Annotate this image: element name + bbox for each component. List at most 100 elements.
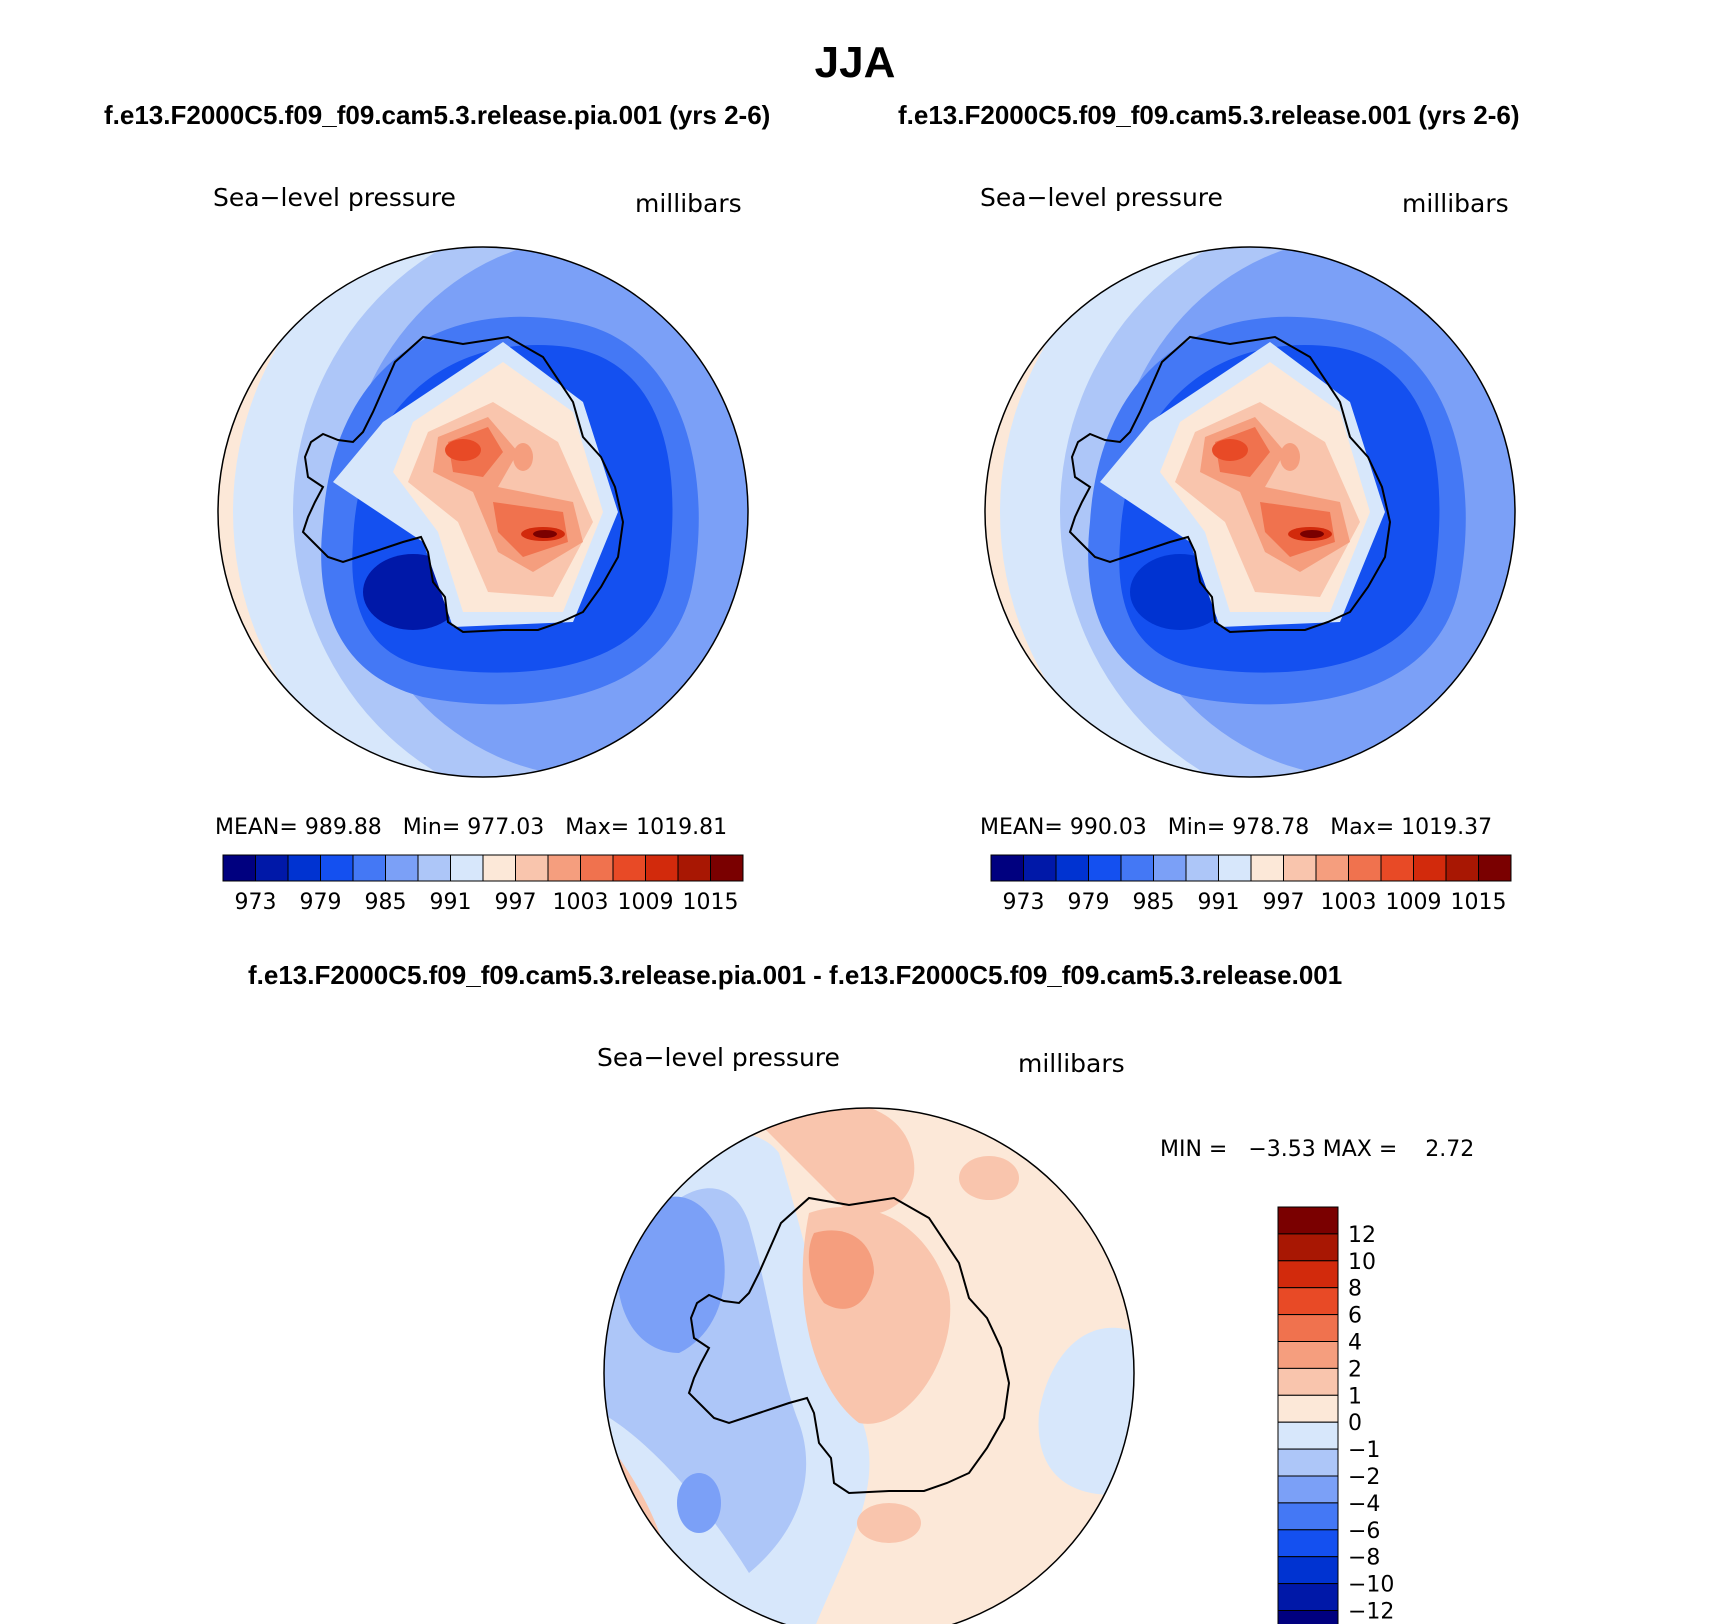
diff-colorbar-box (1277, 1394, 1339, 1423)
colorbar-box (1445, 854, 1479, 882)
diff-colorbar-box (1277, 1233, 1339, 1262)
left-min-label: Min= (402, 815, 461, 840)
colorbar-tick-label: 997 (1263, 890, 1305, 915)
diff-colorbar-box (1277, 1260, 1339, 1289)
diff-colorbar-box (1277, 1448, 1339, 1477)
left-mean-value: 989.88 (304, 815, 382, 840)
diff-colorbar-tick-label: 1 (1348, 1384, 1362, 1409)
colorbar-tick-label: 1009 (1386, 890, 1442, 915)
diff-colorbar-tick-label: −1 (1348, 1438, 1380, 1463)
diff-colorbar-tick-label: −8 (1348, 1546, 1380, 1571)
colorbar-tick-label: 1003 (553, 890, 609, 915)
right-units-label: millibars (1402, 189, 1509, 218)
diff-colorbar-tick-label: −4 (1348, 1492, 1380, 1517)
right-stats: MEAN= 990.03 Min= 978.78 Max= 1019.37 (980, 815, 1492, 840)
left-mean-label: MEAN= (215, 815, 298, 840)
map-diff-border (603, 1107, 1135, 1624)
colorbar-tick-label: 973 (235, 890, 277, 915)
colorbar-box (677, 854, 711, 882)
diff-colorbar-box (1277, 1610, 1339, 1624)
colorbar-box (352, 854, 386, 882)
colorbar-tick-label: 997 (495, 890, 537, 915)
colorbar-box (1315, 854, 1349, 882)
diff-colorbar-box (1277, 1475, 1339, 1504)
left-case-title: f.e13.F2000C5.f09_f09.cam5.3.release.pia… (104, 100, 771, 130)
colorbar-box (1120, 854, 1154, 882)
diff-colorbar-tick-label: 2 (1348, 1357, 1362, 1382)
map-right-border (984, 246, 1516, 778)
island-2 (228, 361, 236, 369)
right-min-label: Min= (1167, 815, 1226, 840)
right-max-value: 1019.37 (1401, 815, 1493, 840)
colorbar-box (1380, 854, 1414, 882)
colorbar-tick-label: 1003 (1321, 890, 1377, 915)
diff-variable-label: Sea−level pressure (597, 1043, 840, 1072)
colorbar-box (645, 854, 679, 882)
colorbar-box (417, 854, 451, 882)
right-max-label: Max= (1330, 815, 1395, 840)
diff-colorbar-tick-label: 12 (1348, 1223, 1376, 1248)
colorbar-box (990, 854, 1024, 882)
diff-colorbar-box (1277, 1206, 1339, 1235)
map-difference (604, 1108, 1134, 1624)
left-min-value: 977.03 (467, 815, 545, 840)
diff-min-label: MIN = (1160, 1137, 1228, 1162)
colorbar-box (385, 854, 419, 882)
map-left-border (217, 246, 749, 778)
colorbar-box (710, 854, 744, 882)
right-mean-label: MEAN= (980, 815, 1063, 840)
colorbar-box (222, 854, 256, 882)
continent-1006 (1215, 427, 1335, 557)
plateau-high-core (1300, 530, 1324, 538)
right-case-title: f.e13.F2000C5.f09_f09.cam5.3.release.001… (898, 100, 1520, 130)
diff-colorbar-box (1277, 1583, 1339, 1611)
diff-min-value: −3.53 (1248, 1137, 1316, 1162)
diff-colorbar-tick-label: 10 (1348, 1250, 1376, 1275)
diff-colorbar-tick-label: −10 (1348, 1573, 1394, 1598)
colorbar-box (482, 854, 516, 882)
colorbar-box (1218, 854, 1252, 882)
left-variable-label: Sea−level pressure (213, 183, 456, 212)
colorbar-box (1348, 854, 1382, 882)
diff-max-value: 2.72 (1425, 1137, 1475, 1162)
map-left-pia (218, 247, 748, 777)
diff-colorbar-tick-label: 0 (1348, 1411, 1362, 1436)
plateau-high-1 (1212, 439, 1248, 461)
diff-colorbar-box (1277, 1502, 1339, 1531)
right-variable-label: Sea−level pressure (980, 183, 1223, 212)
diff-stats: MIN = −3.53 MAX = 2.72 (1160, 1137, 1474, 1162)
colorbar-box (612, 854, 646, 882)
plateau-high-1 (445, 439, 481, 461)
diff-colorbar-box (1277, 1529, 1339, 1558)
diff-colorbar-tick-label: 6 (1348, 1304, 1362, 1329)
colorbar-box (1413, 854, 1447, 882)
plateau-high-3 (1280, 443, 1300, 471)
left-max-value: 1019.81 (636, 815, 728, 840)
colorbar-tick-label: 973 (1003, 890, 1045, 915)
island-1 (288, 314, 296, 319)
colorbar-box (1250, 854, 1284, 882)
island-2 (995, 361, 1003, 369)
colorbar-box (1088, 854, 1122, 882)
colorbar-right: 973 979 985 991 997 1003 1009 1015 (990, 854, 1512, 915)
diff-colorbar-tick-label: −6 (1348, 1519, 1380, 1544)
colorbar-box (1153, 854, 1187, 882)
diff-colorbar-box (1277, 1287, 1339, 1316)
colorbar-box (287, 854, 321, 882)
diff-colorbar-box (1277, 1314, 1339, 1342)
colorbar-box (547, 854, 581, 882)
diff-max-label: MAX = (1322, 1137, 1398, 1162)
left-units-label: millibars (635, 189, 742, 218)
diff-colorbar-tick-label: 4 (1348, 1331, 1362, 1356)
colorbar-box (1478, 854, 1512, 882)
colorbar-box (1055, 854, 1089, 882)
colorbar-box (255, 854, 289, 882)
diff-units-label: millibars (1018, 1049, 1125, 1078)
colorbar-tick-label: 979 (1068, 890, 1110, 915)
colorbar-tick-label: 991 (1198, 890, 1240, 915)
diff-neg4-region (617, 1196, 725, 1353)
right-min-value: 978.78 (1232, 815, 1310, 840)
diff-colorbar-box (1277, 1556, 1339, 1585)
